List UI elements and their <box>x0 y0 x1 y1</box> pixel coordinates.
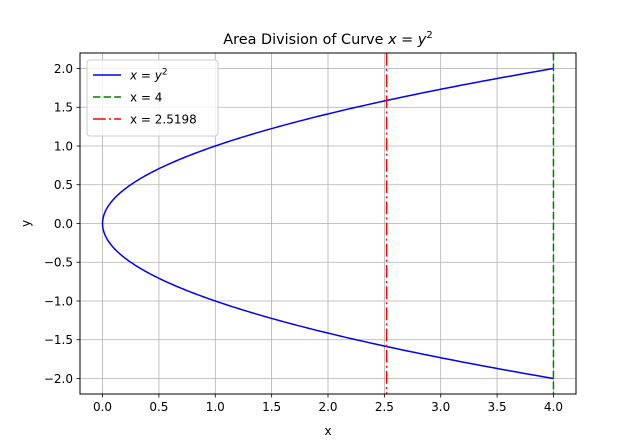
y-tick-label: −1.5 <box>44 333 73 347</box>
legend: x = y2 x = 4 x = 2.5198 <box>86 59 219 137</box>
y-axis-label: y <box>19 220 33 227</box>
y-tick-label: −2.0 <box>44 372 73 386</box>
title-math: x = y <box>387 32 427 48</box>
x-axis-label: x <box>324 424 331 438</box>
series-layer <box>101 53 555 394</box>
title-exponent: 2 <box>426 30 432 41</box>
y-tick-label: −0.5 <box>44 256 73 270</box>
ticks: 0.0 0.5 1.0 1.5 2.0 2.5 3.0 3.5 4.0 −2.0 −1.5 −1.0 −… <box>44 62 563 414</box>
y-tick-label: 1.5 <box>54 101 73 115</box>
title-prefix: Area Division of Curve <box>223 32 388 48</box>
legend-entry-label: x = 4 <box>130 90 162 104</box>
x-tick-label: 0.0 <box>93 400 112 414</box>
legend-box <box>86 59 219 137</box>
x-tick-label: 3.0 <box>431 400 450 414</box>
y-tick-label: −1.0 <box>44 294 73 308</box>
x-tick-label: 2.0 <box>318 400 337 414</box>
y-tick-label: 1.0 <box>54 139 73 153</box>
x-tick-label: 0.5 <box>149 400 168 414</box>
x-tick-label: 1.0 <box>206 400 225 414</box>
chart-title: Area Division of Curve x = y2 <box>223 30 432 48</box>
x-tick-label: 2.5 <box>375 400 394 414</box>
x-tick-label: 1.5 <box>262 400 281 414</box>
curve-x-equals-y-squared <box>101 67 554 380</box>
y-tick-label: 2.0 <box>54 62 73 76</box>
y-tick-label: 0.0 <box>54 217 73 231</box>
legend-entry-label: x = 2.5198 <box>130 112 197 126</box>
legend-entry-label: x = y2 <box>129 67 168 82</box>
y-tick-label: 0.5 <box>54 178 73 192</box>
x-tick-label: 4.0 <box>544 400 563 414</box>
x-tick-label: 3.5 <box>488 400 507 414</box>
